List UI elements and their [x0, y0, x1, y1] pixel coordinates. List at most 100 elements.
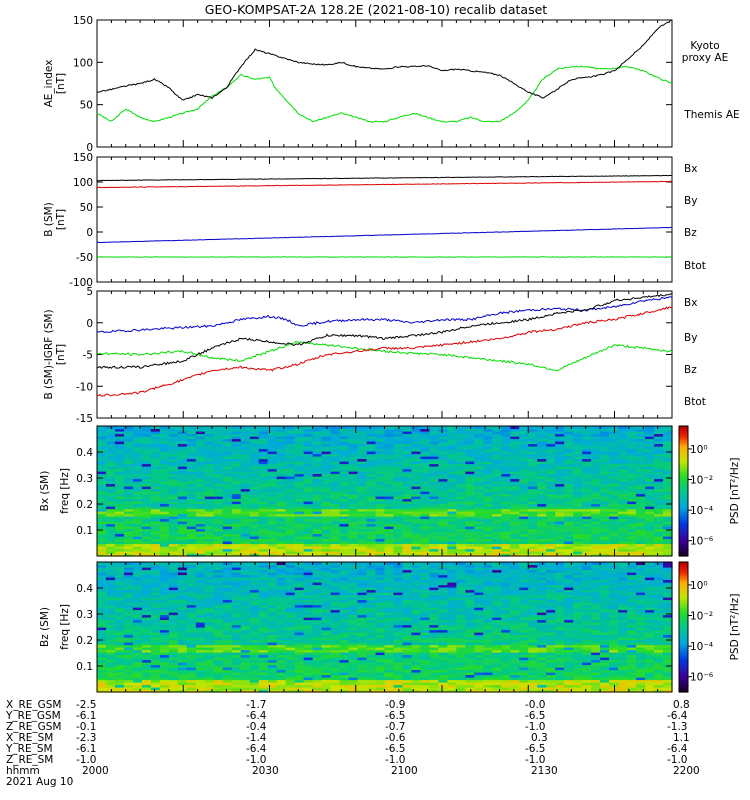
psd-cell [600, 528, 610, 532]
psd-cell [150, 438, 161, 442]
psd-cell [357, 463, 368, 467]
psd-cell [222, 526, 233, 530]
psd-cell [249, 478, 260, 482]
psd-cell [177, 548, 188, 552]
psd-cell [159, 513, 170, 517]
psd-cell [375, 523, 386, 527]
psd-cell [276, 436, 287, 440]
psd-cell [564, 508, 574, 512]
psd-cell [528, 463, 538, 467]
psd-cell [97, 582, 107, 586]
psd-cell [141, 488, 152, 492]
psd-cell [150, 496, 161, 500]
colorbar-cell [679, 547, 688, 551]
psd-cell [627, 488, 637, 492]
psd-cell [159, 523, 170, 527]
psd-cell [654, 443, 664, 447]
psd-cell [195, 498, 206, 502]
psd-cell [213, 617, 224, 621]
psd-cell [186, 543, 197, 547]
psd-cell [618, 526, 628, 530]
psd-cell [231, 433, 242, 437]
psd-cell [294, 433, 305, 437]
psd-cell [231, 674, 242, 678]
psd-cell [249, 436, 260, 440]
psd-cell [267, 624, 278, 628]
psd-cell [330, 506, 341, 510]
psd-cell [258, 622, 269, 626]
psd-cell [294, 677, 305, 681]
psd-cell [294, 538, 305, 542]
psd-cell [97, 597, 107, 601]
psd-cell [231, 619, 242, 623]
psd-cell [483, 521, 493, 525]
psd-cell [240, 491, 251, 495]
psd-cell [195, 689, 206, 693]
psd-cell [339, 498, 350, 502]
psd-cell [537, 496, 547, 500]
psd-cell [285, 443, 296, 447]
psd-cell [276, 488, 287, 492]
psd-cell [114, 511, 125, 515]
psd-cell [285, 473, 296, 477]
psd-cell [564, 483, 574, 487]
psd-cell [213, 511, 224, 515]
psd-cell [249, 508, 260, 512]
psd-cell [123, 669, 134, 673]
psd-cell [537, 488, 547, 492]
psd-cell [186, 516, 197, 520]
psd-cell [276, 687, 287, 691]
psd-cell [591, 453, 601, 457]
psd-cell [375, 516, 386, 520]
psd-cell [465, 486, 475, 490]
psd-cell [285, 687, 296, 691]
psd-cell [105, 503, 116, 507]
psd-cell [321, 528, 332, 532]
psd-cell [600, 511, 610, 515]
psd-cell [636, 516, 646, 520]
psd-cell [312, 503, 323, 507]
psd-cell [222, 518, 233, 522]
psd-cell [393, 428, 404, 432]
psd-cell [555, 446, 565, 450]
psd-cell [141, 562, 152, 566]
psd-cell [105, 614, 116, 618]
psd-cell [420, 536, 431, 540]
psd-cell [321, 548, 332, 552]
psd-cell [375, 496, 386, 500]
psd-cell [330, 508, 341, 512]
psd-cell [159, 572, 170, 576]
psd-cell [276, 647, 287, 651]
psd-cell [627, 533, 637, 537]
psd-cell [483, 428, 493, 432]
psd-cell [429, 473, 439, 477]
psd-cell [582, 438, 592, 442]
psd-cell [222, 531, 233, 535]
psd-cell [249, 669, 260, 673]
psd-cell [123, 664, 134, 668]
psd-cell [393, 481, 404, 485]
psd-cell [645, 521, 655, 525]
psd-cell [240, 436, 251, 440]
psd-cell [159, 634, 170, 638]
psd-cell [204, 612, 215, 616]
psd-cell [600, 503, 610, 507]
psd-cell [312, 471, 323, 475]
psd-cell [204, 682, 215, 686]
psd-cell [213, 604, 224, 608]
psd-cell [627, 436, 637, 440]
psd-cell [168, 443, 179, 447]
psd-cell [195, 541, 206, 545]
psd-cell [600, 538, 610, 542]
psd-cell [249, 652, 260, 656]
psd-cell [213, 481, 224, 485]
psd-cell [645, 498, 655, 502]
psd-cell [159, 521, 170, 525]
psd-cell [186, 687, 197, 691]
psd-cell [591, 463, 601, 467]
psd-cell [483, 553, 493, 557]
psd-cell [105, 473, 116, 477]
psd-cell [213, 562, 224, 566]
psd-cell [393, 533, 404, 537]
psd-cell [222, 569, 233, 573]
